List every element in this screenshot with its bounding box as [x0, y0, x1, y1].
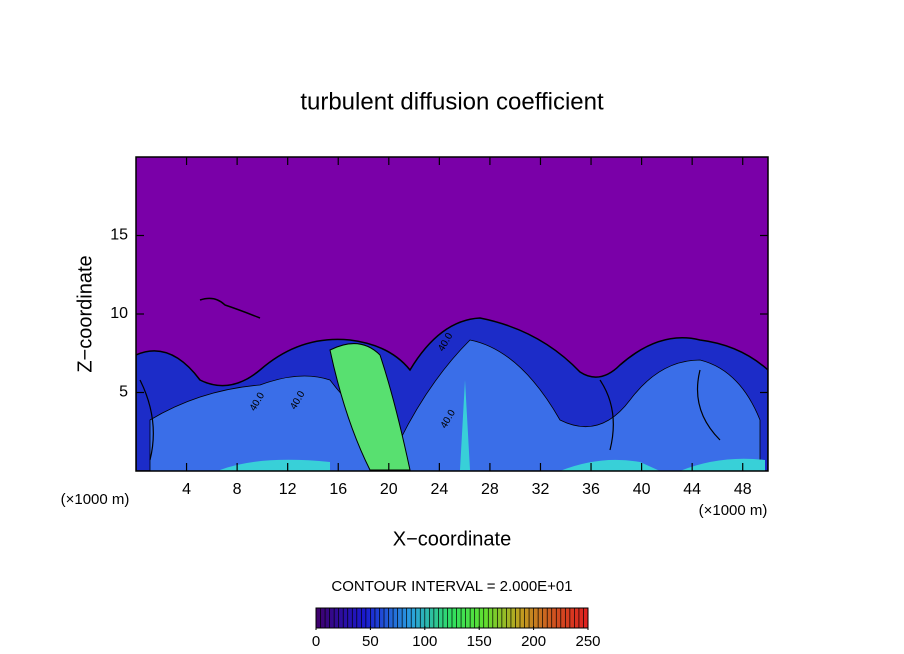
colorbar-tick-label: 200 — [521, 633, 546, 650]
x-tick-label: 16 — [329, 481, 347, 498]
field-region — [149, 339, 761, 471]
x-tick-label: 24 — [430, 481, 448, 498]
x-tick-label: 28 — [481, 481, 499, 498]
colorbar-tick-label: 50 — [362, 633, 379, 650]
x-tick-label: 44 — [683, 481, 701, 498]
x-tick-label: 40 — [633, 481, 651, 498]
colorbar-tick-label: 0 — [312, 633, 320, 650]
field-region — [329, 343, 411, 471]
colorbar-tick-label: 250 — [575, 633, 600, 650]
y-tick-label: 5 — [119, 384, 128, 401]
x-tick-label: 20 — [380, 481, 398, 498]
x-tick-label: 36 — [582, 481, 600, 498]
x-tick-label: 48 — [734, 481, 752, 498]
field-region — [220, 380, 765, 471]
x-tick-label: 8 — [233, 481, 242, 498]
y-tick-label: 10 — [110, 305, 128, 322]
field — [136, 297, 768, 471]
field-contour — [199, 297, 261, 319]
x-axis-title: X−coordinate — [393, 528, 511, 550]
y-tick-label: 15 — [110, 227, 128, 244]
x-tick-label: 32 — [532, 481, 550, 498]
colorbar-tick-label: 150 — [467, 633, 492, 650]
colorbar-tick-label: 100 — [412, 633, 437, 650]
x-unit: (×1000 m) — [699, 502, 768, 519]
colorbar-lines — [320, 608, 584, 628]
field-contour — [139, 369, 721, 461]
y-axis-title: Z−coordinate — [74, 255, 96, 372]
contour-interval: CONTOUR INTERVAL = 2.000E+01 — [331, 578, 572, 595]
y-unit: (×1000 m) — [61, 491, 130, 508]
x-tick-label: 12 — [279, 481, 297, 498]
chart-title: turbulent diffusion coefficient — [300, 88, 604, 115]
x-tick-label: 4 — [182, 481, 191, 498]
